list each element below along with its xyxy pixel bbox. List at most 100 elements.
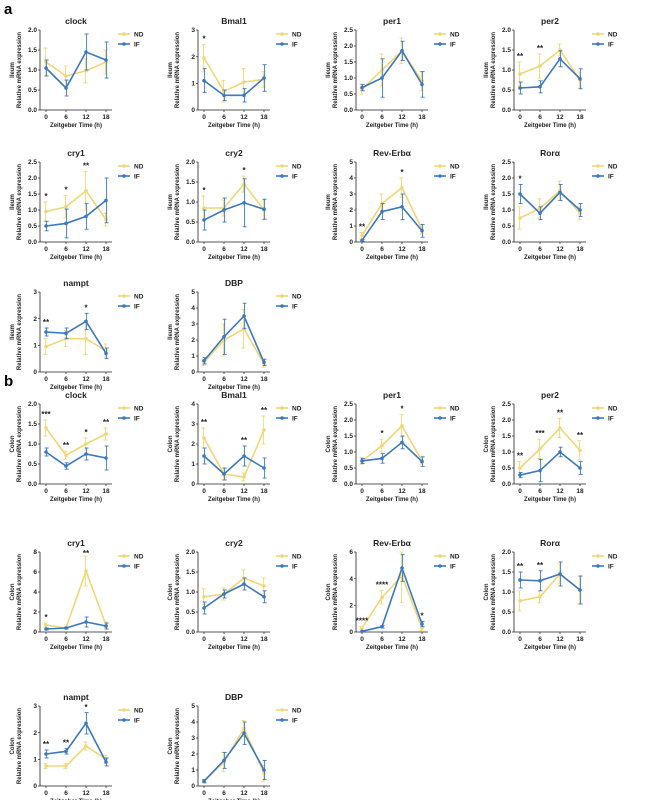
x-tick-label: 0 — [202, 636, 206, 643]
y-tick-label: 2.0 — [28, 27, 37, 34]
data-point-if — [84, 50, 88, 54]
data-point-if — [242, 454, 246, 458]
x-tick-label: 18 — [418, 636, 426, 643]
y-tick-label: 2 — [33, 316, 37, 323]
data-point-nd — [538, 595, 542, 599]
data-point-if — [262, 466, 266, 470]
x-tick-label: 12 — [82, 246, 90, 253]
significance-marker: * — [84, 428, 88, 437]
x-tick-label: 6 — [538, 114, 542, 121]
chart-title: cry1 — [67, 148, 85, 158]
x-tick-label: 18 — [418, 488, 426, 495]
data-point-if — [242, 201, 246, 205]
data-point-nd — [64, 205, 68, 209]
y-axis-label: Relative mRNA expression — [333, 554, 339, 630]
data-point-nd — [400, 185, 404, 190]
x-tick-label: 6 — [222, 790, 226, 797]
data-point-if — [380, 209, 384, 214]
significance-marker: ** — [63, 739, 70, 748]
series-nd — [517, 180, 582, 230]
x-tick-label: 18 — [102, 636, 110, 643]
series-if — [44, 616, 109, 631]
y-tick-label: 2.5 — [502, 159, 511, 166]
y-axis-label: Relative mRNA expression — [17, 406, 23, 482]
data-point-if — [104, 760, 108, 764]
legend-label-nd: ND — [134, 553, 144, 560]
legend-marker-if — [122, 416, 126, 420]
significance-marker: * — [44, 613, 48, 622]
series-line-nd — [45, 189, 107, 221]
legend-label-nd: ND — [608, 553, 618, 560]
y-axis-label: Relative mRNA expression — [333, 406, 339, 482]
y-tick-label: 0.0 — [186, 239, 195, 246]
series-if — [518, 183, 583, 221]
chart-title: nampt — [63, 278, 89, 288]
series-line-if — [361, 441, 423, 463]
y-tick-label: 0.5 — [186, 609, 195, 616]
y-tick-label: 1.0 — [502, 67, 511, 74]
series-if — [44, 712, 109, 767]
series-line-if — [45, 621, 107, 630]
y-tick-label: 1.5 — [344, 433, 353, 440]
legend-label-nd: ND — [134, 31, 144, 38]
data-point-nd — [380, 595, 384, 600]
series-line-nd — [361, 574, 423, 629]
legend-label-if: IF — [292, 173, 298, 180]
chart-title: per2 — [541, 16, 559, 26]
data-point-nd — [242, 726, 246, 731]
data-point-if — [518, 473, 522, 477]
x-tick-label: 6 — [380, 246, 384, 253]
data-point-if — [262, 76, 266, 80]
y-axis-label: Relative mRNA expression — [175, 32, 181, 108]
series-line-nd — [204, 182, 265, 211]
series-nd — [201, 44, 266, 103]
data-point-if — [202, 78, 206, 83]
series-line-nd — [45, 427, 107, 457]
legend-label-if: IF — [134, 415, 140, 422]
data-point-if — [558, 57, 562, 61]
x-tick-label: 12 — [82, 114, 90, 121]
y-tick-label: 1.0 — [502, 449, 511, 456]
data-point-nd — [360, 626, 364, 630]
y-tick-label: 0.0 — [344, 107, 353, 114]
legend-label-if: IF — [292, 415, 298, 422]
significance-marker: ** — [577, 431, 584, 440]
x-tick-label: 0 — [518, 636, 522, 643]
data-point-if — [578, 208, 582, 212]
x-axis-label: Zeitgeber Time (h) — [524, 645, 576, 651]
data-point-nd — [44, 623, 48, 627]
y-tick-label: 8 — [33, 549, 37, 556]
data-point-nd — [558, 48, 562, 52]
data-point-if — [578, 77, 582, 81]
data-point-nd — [262, 771, 266, 775]
x-tick-label: 0 — [360, 488, 364, 495]
y-axis-region-label: Ileum — [484, 62, 490, 78]
chart-title: clock — [65, 390, 87, 400]
significance-marker: ** — [537, 561, 544, 570]
data-point-nd — [578, 448, 582, 453]
y-tick-label: 0 — [349, 629, 353, 636]
data-point-nd — [538, 447, 542, 451]
series-if — [518, 50, 583, 95]
x-tick-label: 0 — [44, 246, 48, 253]
y-tick-label: 2 — [191, 337, 195, 344]
y-tick-label: 1.0 — [28, 67, 37, 74]
significance-marker: ** — [359, 222, 366, 231]
data-point-nd — [538, 64, 542, 68]
series-nd — [517, 43, 582, 89]
legend-label-if: IF — [134, 303, 140, 310]
x-tick-label: 12 — [82, 488, 90, 495]
y-tick-label: 1 — [349, 223, 353, 230]
legend-label-if: IF — [134, 173, 140, 180]
x-tick-label: 18 — [418, 114, 426, 121]
x-tick-label: 12 — [240, 246, 248, 253]
chart-title: Bmal1 — [221, 16, 247, 26]
series-if — [360, 554, 425, 634]
legend-label-nd: ND — [134, 707, 144, 714]
data-point-nd — [518, 216, 522, 220]
significance-marker: **** — [356, 617, 369, 626]
